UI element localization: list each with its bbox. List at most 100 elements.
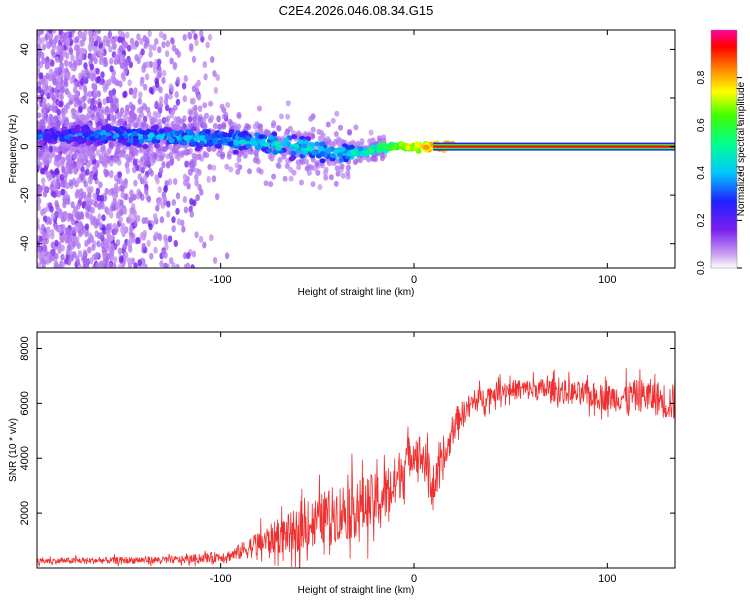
noise-point xyxy=(84,240,89,247)
noise-point xyxy=(166,200,171,208)
halo-point xyxy=(219,103,225,110)
halo-point xyxy=(199,155,205,162)
noise-point xyxy=(144,216,149,224)
halo-point xyxy=(77,100,83,107)
noise-point xyxy=(51,249,56,257)
noise-point xyxy=(39,257,44,265)
halo-point xyxy=(106,155,112,162)
halo-point xyxy=(254,121,260,127)
noise-point xyxy=(215,193,220,201)
halo-point xyxy=(172,104,178,111)
ridge-point xyxy=(297,139,304,145)
noise-point xyxy=(183,75,188,83)
halo-point xyxy=(190,162,196,169)
halo-point xyxy=(87,98,93,104)
halo-point xyxy=(312,165,318,172)
noise-point xyxy=(48,37,54,45)
noise-point xyxy=(41,231,46,238)
noise-point xyxy=(102,251,107,259)
halo-point xyxy=(306,169,312,176)
noise-point xyxy=(169,85,175,93)
colorbar-gradient xyxy=(711,30,737,268)
noise-point xyxy=(74,44,79,52)
noise-point xyxy=(139,79,145,87)
halo-point xyxy=(211,164,217,171)
halo-point xyxy=(184,160,190,167)
noise-point xyxy=(202,61,207,69)
noise-point xyxy=(63,107,69,114)
halo-point xyxy=(54,155,60,162)
noise-point xyxy=(67,31,73,39)
noise-point xyxy=(47,85,53,93)
noise-point xyxy=(175,98,181,106)
noise-point xyxy=(122,207,128,215)
ridge-point xyxy=(222,132,229,138)
halo-point xyxy=(236,111,242,118)
noise-point xyxy=(108,45,113,53)
halo-point xyxy=(111,114,117,121)
noise-point xyxy=(99,194,105,202)
noise-point xyxy=(86,160,92,168)
ridge-point xyxy=(217,139,224,145)
noise-point xyxy=(215,74,220,81)
noise-point xyxy=(83,180,88,188)
noise-point xyxy=(54,200,59,207)
ridge-point xyxy=(96,140,103,146)
noise-point xyxy=(54,56,60,64)
noise-point xyxy=(106,223,111,231)
ridge-point xyxy=(120,126,127,132)
halo-point xyxy=(145,106,151,113)
noise-point xyxy=(148,167,153,175)
noise-point xyxy=(52,178,57,185)
noise-point xyxy=(108,262,113,268)
noise-point xyxy=(125,31,130,39)
ridge-point xyxy=(346,151,352,157)
noise-point xyxy=(71,226,76,234)
noise-point xyxy=(56,66,62,74)
halo-point xyxy=(227,118,233,125)
noise-point xyxy=(152,43,157,51)
noise-point xyxy=(82,249,88,257)
ridge-point xyxy=(145,128,152,134)
halo-point xyxy=(233,125,239,132)
noise-point xyxy=(122,40,127,48)
noise-point xyxy=(58,48,64,56)
noise-point xyxy=(101,214,106,222)
snr-panel: -100 0 100 2000 4000 6000 8000 Height of stra… xyxy=(8,331,676,596)
snr-frame xyxy=(36,331,676,569)
noise-point xyxy=(128,245,133,253)
ridge-point xyxy=(388,141,395,147)
halo-point xyxy=(330,117,336,124)
halo-point xyxy=(381,137,387,144)
noise-point xyxy=(168,143,173,151)
y-tick-label: 0 xyxy=(19,144,31,150)
noise-point xyxy=(203,73,208,81)
halo-point xyxy=(277,156,283,163)
halo-point xyxy=(368,129,374,136)
noise-point xyxy=(210,56,215,63)
halo-point xyxy=(112,104,118,111)
noise-point xyxy=(89,186,94,193)
ridge-point xyxy=(37,135,42,140)
halo-point xyxy=(149,115,155,122)
noise-point xyxy=(124,226,129,234)
ridge-point xyxy=(214,143,221,149)
noise-point xyxy=(95,67,100,75)
noise-point xyxy=(183,206,189,214)
noise-point xyxy=(170,37,175,45)
halo-point xyxy=(44,155,50,162)
noise-point xyxy=(191,250,197,258)
halo-point xyxy=(207,164,213,170)
noise-point xyxy=(189,210,194,218)
noise-point xyxy=(97,101,103,109)
ridge-point xyxy=(121,140,128,145)
noise-point xyxy=(37,156,41,164)
noise-point xyxy=(86,111,92,119)
noise-point xyxy=(159,260,164,268)
noise-point xyxy=(118,80,123,88)
noise-point xyxy=(76,202,81,210)
noise-point xyxy=(157,71,162,79)
noise-point xyxy=(79,39,84,47)
halo-point xyxy=(191,115,197,122)
